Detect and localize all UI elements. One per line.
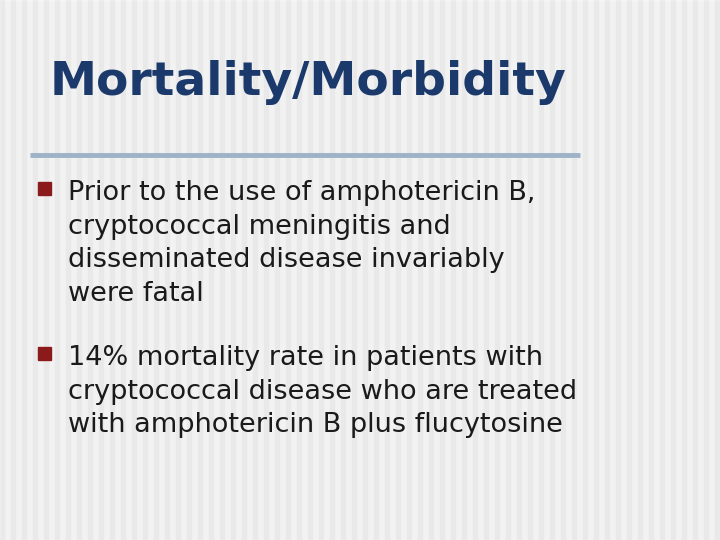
Bar xyxy=(583,0,587,540)
Bar xyxy=(198,0,202,540)
Bar xyxy=(297,0,301,540)
Bar xyxy=(385,0,389,540)
Bar xyxy=(363,0,367,540)
Bar xyxy=(484,0,488,540)
Bar xyxy=(495,0,499,540)
Text: 14% mortality rate in patients with
cryptococcal disease who are treated
with am: 14% mortality rate in patients with cryp… xyxy=(68,345,577,438)
Bar xyxy=(0,0,4,540)
Bar xyxy=(209,0,213,540)
Bar xyxy=(704,0,708,540)
Bar xyxy=(440,0,444,540)
Bar xyxy=(154,0,158,540)
Bar xyxy=(176,0,180,540)
Bar xyxy=(352,0,356,540)
Text: Prior to the use of amphotericin B,
cryptococcal meningitis and
disseminated dis: Prior to the use of amphotericin B, cryp… xyxy=(68,180,536,307)
Text: Mortality/Morbidity: Mortality/Morbidity xyxy=(50,60,567,105)
Bar xyxy=(132,0,136,540)
Bar xyxy=(286,0,290,540)
Bar xyxy=(55,0,59,540)
Bar xyxy=(572,0,576,540)
Bar xyxy=(473,0,477,540)
Bar xyxy=(253,0,257,540)
Bar xyxy=(143,0,147,540)
Bar xyxy=(682,0,686,540)
Bar xyxy=(38,182,51,195)
Bar xyxy=(539,0,543,540)
Bar xyxy=(110,0,114,540)
Bar xyxy=(605,0,609,540)
Bar xyxy=(264,0,268,540)
Bar xyxy=(506,0,510,540)
Bar xyxy=(319,0,323,540)
Bar xyxy=(11,0,15,540)
Bar xyxy=(330,0,334,540)
Bar xyxy=(374,0,378,540)
Bar xyxy=(231,0,235,540)
Bar xyxy=(308,0,312,540)
Bar xyxy=(550,0,554,540)
Bar xyxy=(693,0,697,540)
Bar xyxy=(715,0,719,540)
Bar xyxy=(44,0,48,540)
Bar xyxy=(396,0,400,540)
Bar xyxy=(638,0,642,540)
Bar xyxy=(38,347,51,360)
Bar xyxy=(220,0,224,540)
Bar xyxy=(341,0,345,540)
Bar xyxy=(462,0,466,540)
Bar xyxy=(165,0,169,540)
Bar xyxy=(121,0,125,540)
Bar xyxy=(22,0,26,540)
Bar xyxy=(561,0,565,540)
Bar xyxy=(66,0,70,540)
Bar xyxy=(616,0,620,540)
Bar xyxy=(242,0,246,540)
Bar xyxy=(418,0,422,540)
Bar xyxy=(517,0,521,540)
Bar xyxy=(528,0,532,540)
Bar xyxy=(77,0,81,540)
Bar xyxy=(429,0,433,540)
Bar xyxy=(660,0,664,540)
Bar xyxy=(275,0,279,540)
Bar xyxy=(594,0,598,540)
Bar xyxy=(99,0,103,540)
Bar xyxy=(671,0,675,540)
Bar xyxy=(451,0,455,540)
Bar xyxy=(649,0,653,540)
Bar xyxy=(187,0,191,540)
Bar xyxy=(627,0,631,540)
Bar xyxy=(407,0,411,540)
Bar xyxy=(33,0,37,540)
Bar xyxy=(88,0,92,540)
